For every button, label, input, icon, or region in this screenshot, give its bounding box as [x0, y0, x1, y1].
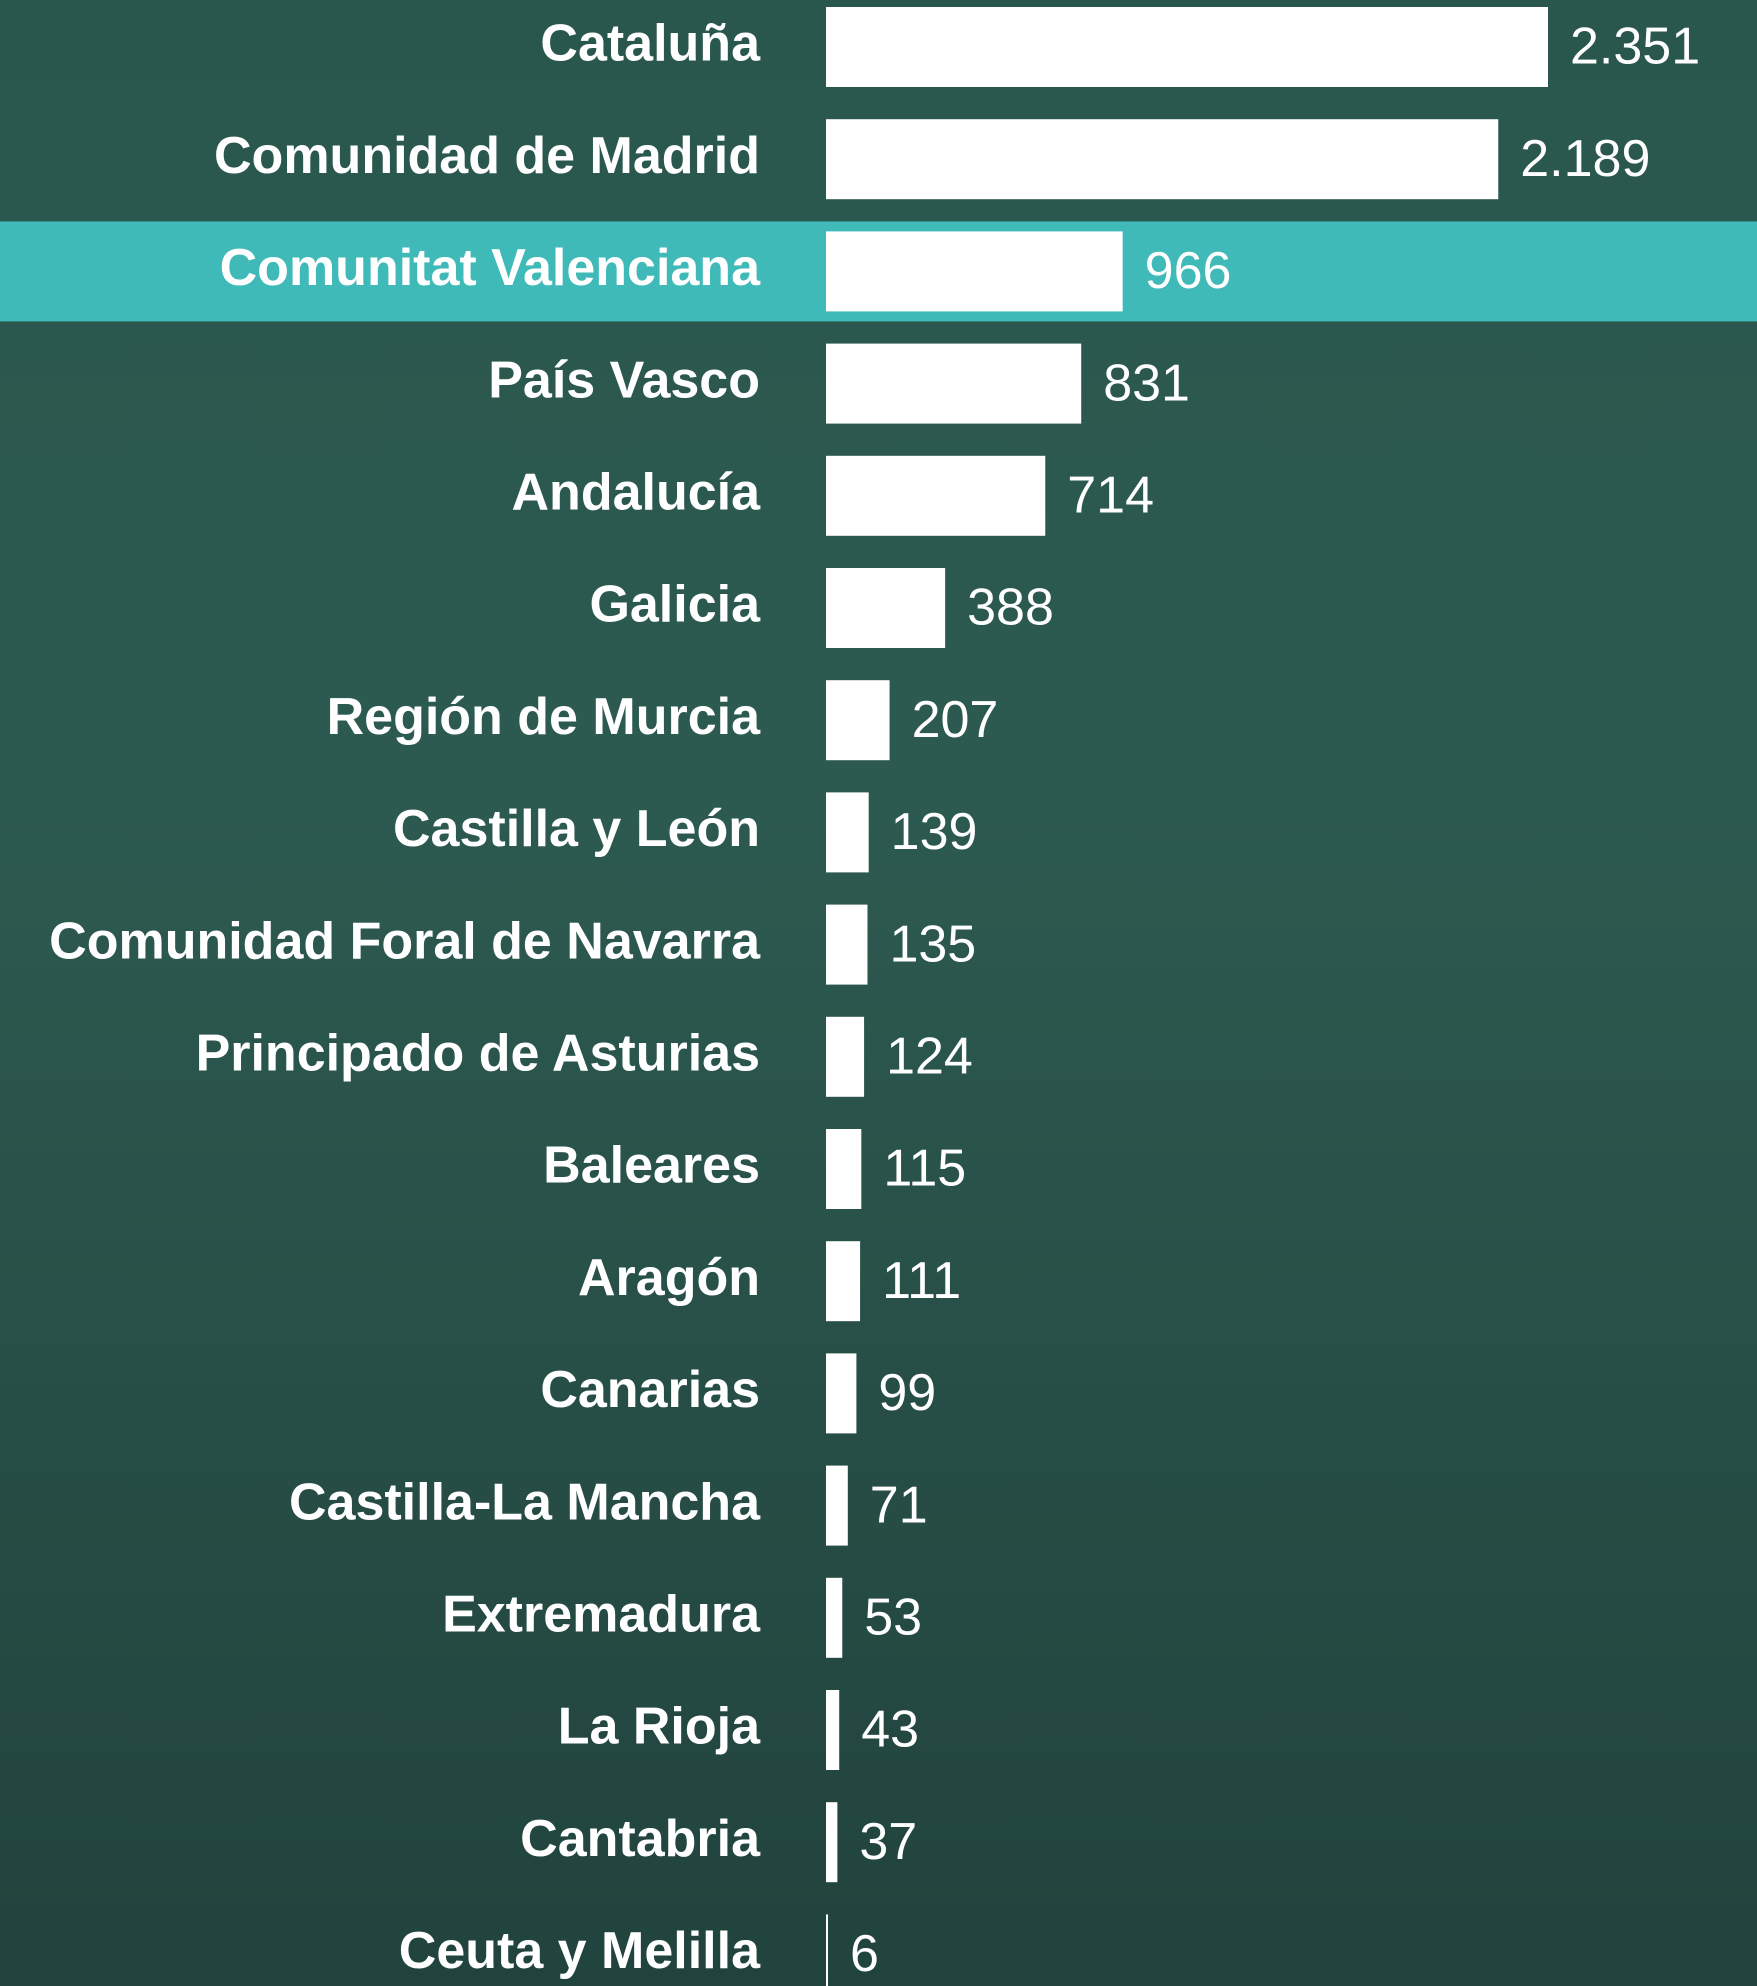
category-label: Ceuta y Melilla — [399, 1922, 761, 1980]
bar — [826, 1802, 838, 1883]
value-label: 831 — [1103, 354, 1190, 412]
value-label: 37 — [859, 1813, 917, 1871]
bar — [826, 1129, 862, 1209]
category-label: Andalucía — [512, 464, 762, 522]
category-label: País Vasco — [488, 351, 760, 409]
category-label: Cataluña — [540, 15, 761, 73]
value-label: 115 — [883, 1140, 966, 1198]
bar — [826, 1241, 861, 1322]
value-label: 388 — [967, 579, 1054, 637]
category-label: Castilla y León — [393, 800, 760, 858]
value-label: 124 — [886, 1028, 973, 1086]
bar — [826, 1016, 865, 1097]
bar — [826, 1690, 840, 1770]
category-label: Galicia — [589, 576, 761, 634]
category-label: Región de Murcia — [327, 688, 761, 746]
category-label: Principado de Asturias — [196, 1025, 760, 1083]
value-label: 53 — [864, 1589, 922, 1647]
value-label: 99 — [878, 1364, 936, 1422]
value-label: 71 — [870, 1476, 928, 1534]
value-label: 6 — [850, 1925, 879, 1983]
value-label: 139 — [891, 803, 978, 861]
value-label: 43 — [861, 1701, 919, 1759]
bar — [826, 792, 869, 873]
bar — [826, 7, 1548, 87]
category-label: Comunidad Foral de Navarra — [49, 912, 761, 970]
category-label: Canarias — [540, 1361, 760, 1419]
category-label: Aragón — [578, 1249, 760, 1307]
bar — [826, 568, 946, 648]
bar — [826, 1353, 857, 1434]
bar — [826, 680, 890, 761]
bar — [826, 904, 868, 985]
category-label: Extremadura — [442, 1586, 761, 1644]
bar — [826, 1577, 843, 1658]
bar — [826, 343, 1082, 424]
value-label: 966 — [1145, 242, 1232, 300]
bar — [826, 1465, 848, 1546]
category-label: La Rioja — [558, 1698, 761, 1756]
value-label: 714 — [1067, 467, 1154, 525]
bar — [826, 119, 1499, 200]
value-label: 111 — [882, 1252, 961, 1310]
bar — [826, 231, 1123, 312]
value-label: 207 — [912, 691, 999, 749]
category-label: Comunitat Valenciana — [220, 239, 761, 297]
value-label: 2.351 — [1570, 18, 1700, 76]
category-label: Cantabria — [520, 1810, 761, 1868]
value-label: 135 — [889, 915, 976, 973]
category-label: Comunidad de Madrid — [214, 127, 760, 185]
bar — [826, 455, 1046, 536]
category-label: Baleares — [543, 1137, 760, 1195]
bar — [826, 1914, 828, 1986]
category-label: Castilla-La Mancha — [289, 1473, 761, 1531]
value-label: 2.189 — [1520, 130, 1650, 188]
